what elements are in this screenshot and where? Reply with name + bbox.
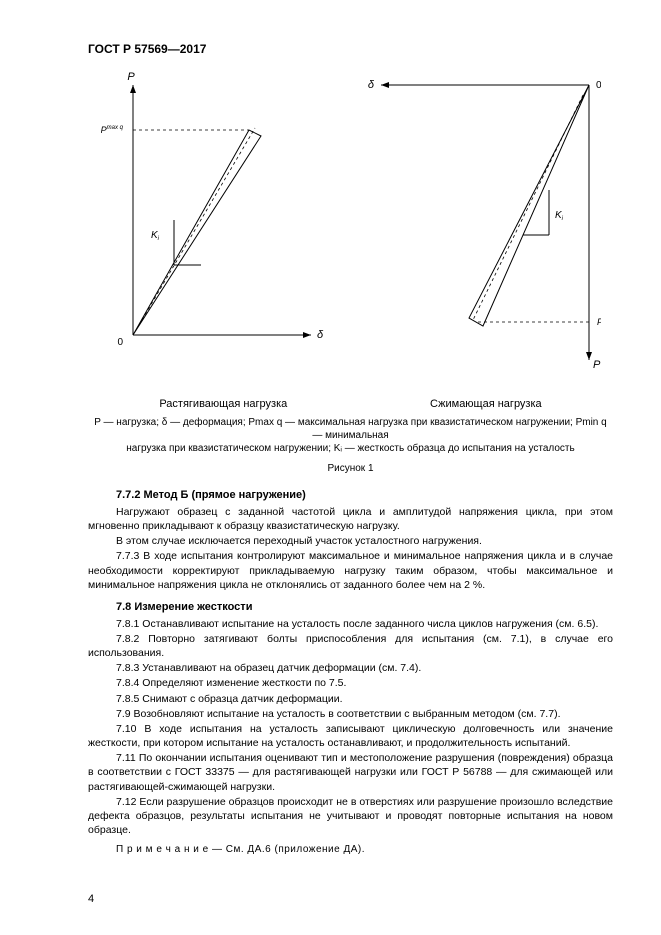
heading-772: 7.7.2 Метод Б (прямое нагружение) <box>116 488 613 503</box>
figure-legend: P — нагрузка; δ — деформация; Pmax q — м… <box>88 416 613 455</box>
left-subcaption: Растягивающая нагрузка <box>159 398 287 410</box>
svg-text:P: P <box>127 71 135 83</box>
svg-text:0: 0 <box>596 80 601 91</box>
svg-text:Pmax q: Pmax q <box>101 125 124 135</box>
figure-label: Рисунок 1 <box>88 463 613 474</box>
p-711: 7.11 По окончании испытания оценивают ти… <box>88 751 613 794</box>
p-79: 7.9 Возобновляют испытание на усталость … <box>88 707 613 721</box>
p-772-2: В этом случае исключается переходный уча… <box>88 534 613 548</box>
right-subcaption: Сжимающая нагрузка <box>430 398 542 410</box>
p-773: 7.7.3 В ходе испытания контролируют макс… <box>88 549 613 592</box>
heading-78: 7.8 Измерение жесткости <box>116 600 613 615</box>
legend-line-2: нагрузка при квазистатическом нагружении… <box>126 443 574 454</box>
document-header: ГОСТ Р 57569—2017 <box>88 42 613 56</box>
left-plot: P δ 0 Pmax q Ki <box>101 71 324 348</box>
p-782: 7.8.2 Повторно затягивают болты приспосо… <box>88 632 613 660</box>
svg-text:0: 0 <box>117 337 123 348</box>
svg-text:P: P <box>593 359 601 370</box>
figure-1: P δ 0 Pmax q Ki <box>101 70 601 394</box>
p-783: 7.8.3 Устанавливают на образец датчик де… <box>88 661 613 675</box>
p-785: 7.8.5 Снимают с образца датчик деформаци… <box>88 692 613 706</box>
page-number: 4 <box>88 893 94 905</box>
p-710: 7.10 В ходе испытания на усталость запис… <box>88 722 613 750</box>
right-plot: δ 0 P Pmin q Ki <box>367 79 600 370</box>
svg-text:δ: δ <box>317 329 324 341</box>
note: П р и м е ч а н и е — См. ДА.6 (приложен… <box>116 843 613 857</box>
svg-text:Ki: Ki <box>150 230 159 242</box>
legend-line-1: P — нагрузка; δ — деформация; Pmax q — м… <box>94 417 606 441</box>
svg-text:Pmin q: Pmin q <box>597 317 601 327</box>
svg-text:Ki: Ki <box>555 210 564 222</box>
svg-text:δ: δ <box>367 79 374 91</box>
figure-subcaptions: Растягивающая нагрузка Сжимающая нагрузк… <box>88 398 613 410</box>
p-772-1: Нагружают образец с заданной частотой ци… <box>88 505 613 533</box>
p-781: 7.8.1 Останавливают испытание на усталос… <box>88 617 613 631</box>
p-784: 7.8.4 Определяют изменение жесткости по … <box>88 676 613 690</box>
p-712: 7.12 Если разрушение образцов происходит… <box>88 795 613 838</box>
body-text: 7.7.2 Метод Б (прямое нагружение) Нагруж… <box>88 488 613 857</box>
